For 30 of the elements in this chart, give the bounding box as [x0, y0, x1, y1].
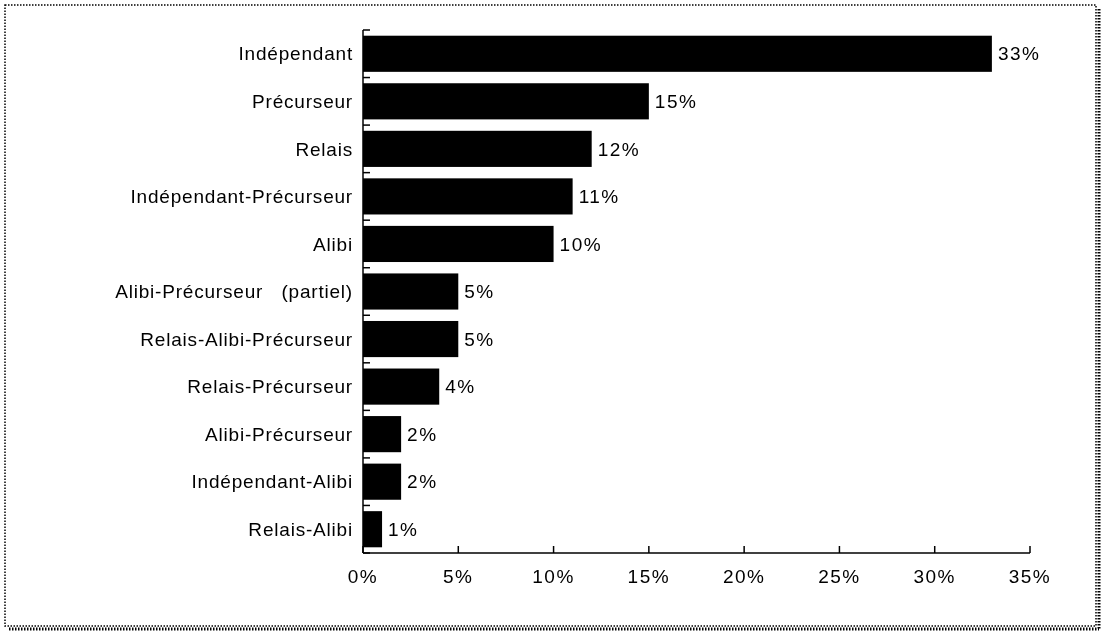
- data-label: 10%: [559, 233, 603, 255]
- data-label: 33%: [997, 43, 1041, 65]
- y-tick-label: Relais-Précurseur: [187, 376, 353, 398]
- x-tick-label: 30%: [913, 566, 956, 587]
- y-tick-label: Relais: [295, 138, 353, 160]
- x-tick-label: 25%: [818, 566, 861, 587]
- x-tick-label: 15%: [627, 566, 671, 587]
- y-tick-label: Précurseur: [252, 90, 353, 112]
- y-tick-label: Alibi-Précurseur (partiel): [115, 281, 353, 303]
- y-tick-label: Indépendant-Alibi: [191, 471, 353, 493]
- x-tick-label: 5%: [443, 566, 474, 587]
- x-tick-label: 10%: [532, 566, 575, 587]
- y-tick-label: Alibi-Précurseur: [205, 423, 353, 445]
- y-tick-label: Relais-Alibi-Précurseur: [140, 328, 353, 350]
- y-tick-label: Relais-Alibi: [248, 518, 353, 540]
- data-label: 1%: [388, 518, 419, 540]
- data-label: 5%: [464, 328, 495, 350]
- data-label: 12%: [597, 138, 641, 160]
- data-label: 15%: [654, 90, 698, 112]
- data-label: 4%: [445, 376, 476, 398]
- data-label: 11%: [578, 186, 620, 208]
- y-tick-label: Indépendant: [238, 43, 353, 65]
- data-label: 5%: [464, 281, 495, 303]
- data-label: 2%: [407, 423, 438, 445]
- y-tick-label: Alibi: [313, 233, 353, 255]
- y-tick-label: Indépendant-Précurseur: [130, 186, 353, 208]
- x-tick-label: 35%: [1008, 566, 1052, 587]
- x-tick-label: 20%: [722, 566, 766, 587]
- data-label: 2%: [407, 471, 438, 493]
- x-tick-label: 0%: [347, 566, 379, 587]
